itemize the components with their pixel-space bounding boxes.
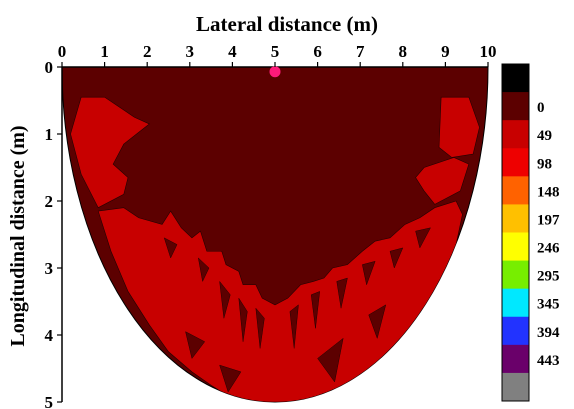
legend-swatch [502,120,529,149]
low-value-spike [310,291,321,329]
low-value-spike [289,304,299,349]
x-tick-label: 9 [441,42,450,61]
x-tick-label: 2 [143,42,152,61]
legend-label: 345 [537,297,560,313]
low-value-spike [163,237,178,259]
legend-swatch [502,344,529,374]
region-lower-band [97,200,463,402]
x-tick-label: 8 [399,42,408,61]
low-value-spike [185,331,206,360]
x-tick-label: 4 [228,42,237,61]
legend-swatch [502,204,529,233]
x-tick-label: 1 [100,42,109,61]
y-ticks: 0 1 2 3 4 5 [45,58,62,409]
legend-swatch [502,232,529,261]
low-value-spike [255,307,265,349]
x-axis-title: Lateral distance (m) [196,12,378,36]
y-tick-label: 2 [45,192,54,211]
low-value-spike [389,247,404,269]
plot-area [61,66,489,403]
y-axis-title: Longitudinal distance (m) [7,125,29,346]
source-marker [269,66,281,78]
x-tick-label: 0 [58,42,67,61]
low-value-spike [362,260,376,286]
low-value-spike [197,257,210,283]
low-value-spike [336,277,348,309]
x-ticks: 0 1 2 3 4 5 6 7 8 9 10 [58,42,497,67]
y-tick-label: 0 [45,58,54,77]
low-value-spike [219,280,231,319]
low-value-spike [238,298,248,342]
legend-swatch [502,288,529,318]
y-tick-label: 4 [45,326,54,345]
low-value-spike [317,337,344,383]
legend-label: 49 [537,128,552,144]
legend-swatch [502,148,529,177]
legend-swatch [502,316,529,346]
low-value-spike [368,304,387,340]
x-tick-label: 5 [271,42,280,61]
legend-label: 246 [537,241,560,257]
y-tick-label: 5 [45,393,54,409]
legend-swatch [502,372,529,402]
y-tick-label: 1 [45,125,54,144]
legend-swatch [502,260,529,290]
legend-label: 197 [537,212,560,228]
legend-label: 394 [537,325,560,341]
color-legend: 0 49 98 148 197 246 295 345 394 443 [501,63,560,402]
low-value-spike [415,227,431,249]
legend-label: 295 [537,269,560,285]
y-tick-label: 3 [45,259,54,278]
legend-frame [501,63,530,402]
legend-swatch [502,64,529,93]
x-tick-label: 6 [313,42,322,61]
legend-label: 98 [537,156,552,172]
legend-label: 148 [537,184,560,200]
low-value-spike [219,364,242,393]
region-right-upper [438,96,480,158]
legend-swatch [502,92,529,121]
region-right-mid [415,157,470,205]
x-tick-label: 10 [480,42,497,61]
x-tick-label: 7 [356,42,365,61]
legend-label: 443 [537,353,560,369]
legend-swatch [502,176,529,205]
region-left-upper [70,96,150,209]
legend-label: 0 [537,100,545,116]
x-tick-label: 3 [186,42,195,61]
